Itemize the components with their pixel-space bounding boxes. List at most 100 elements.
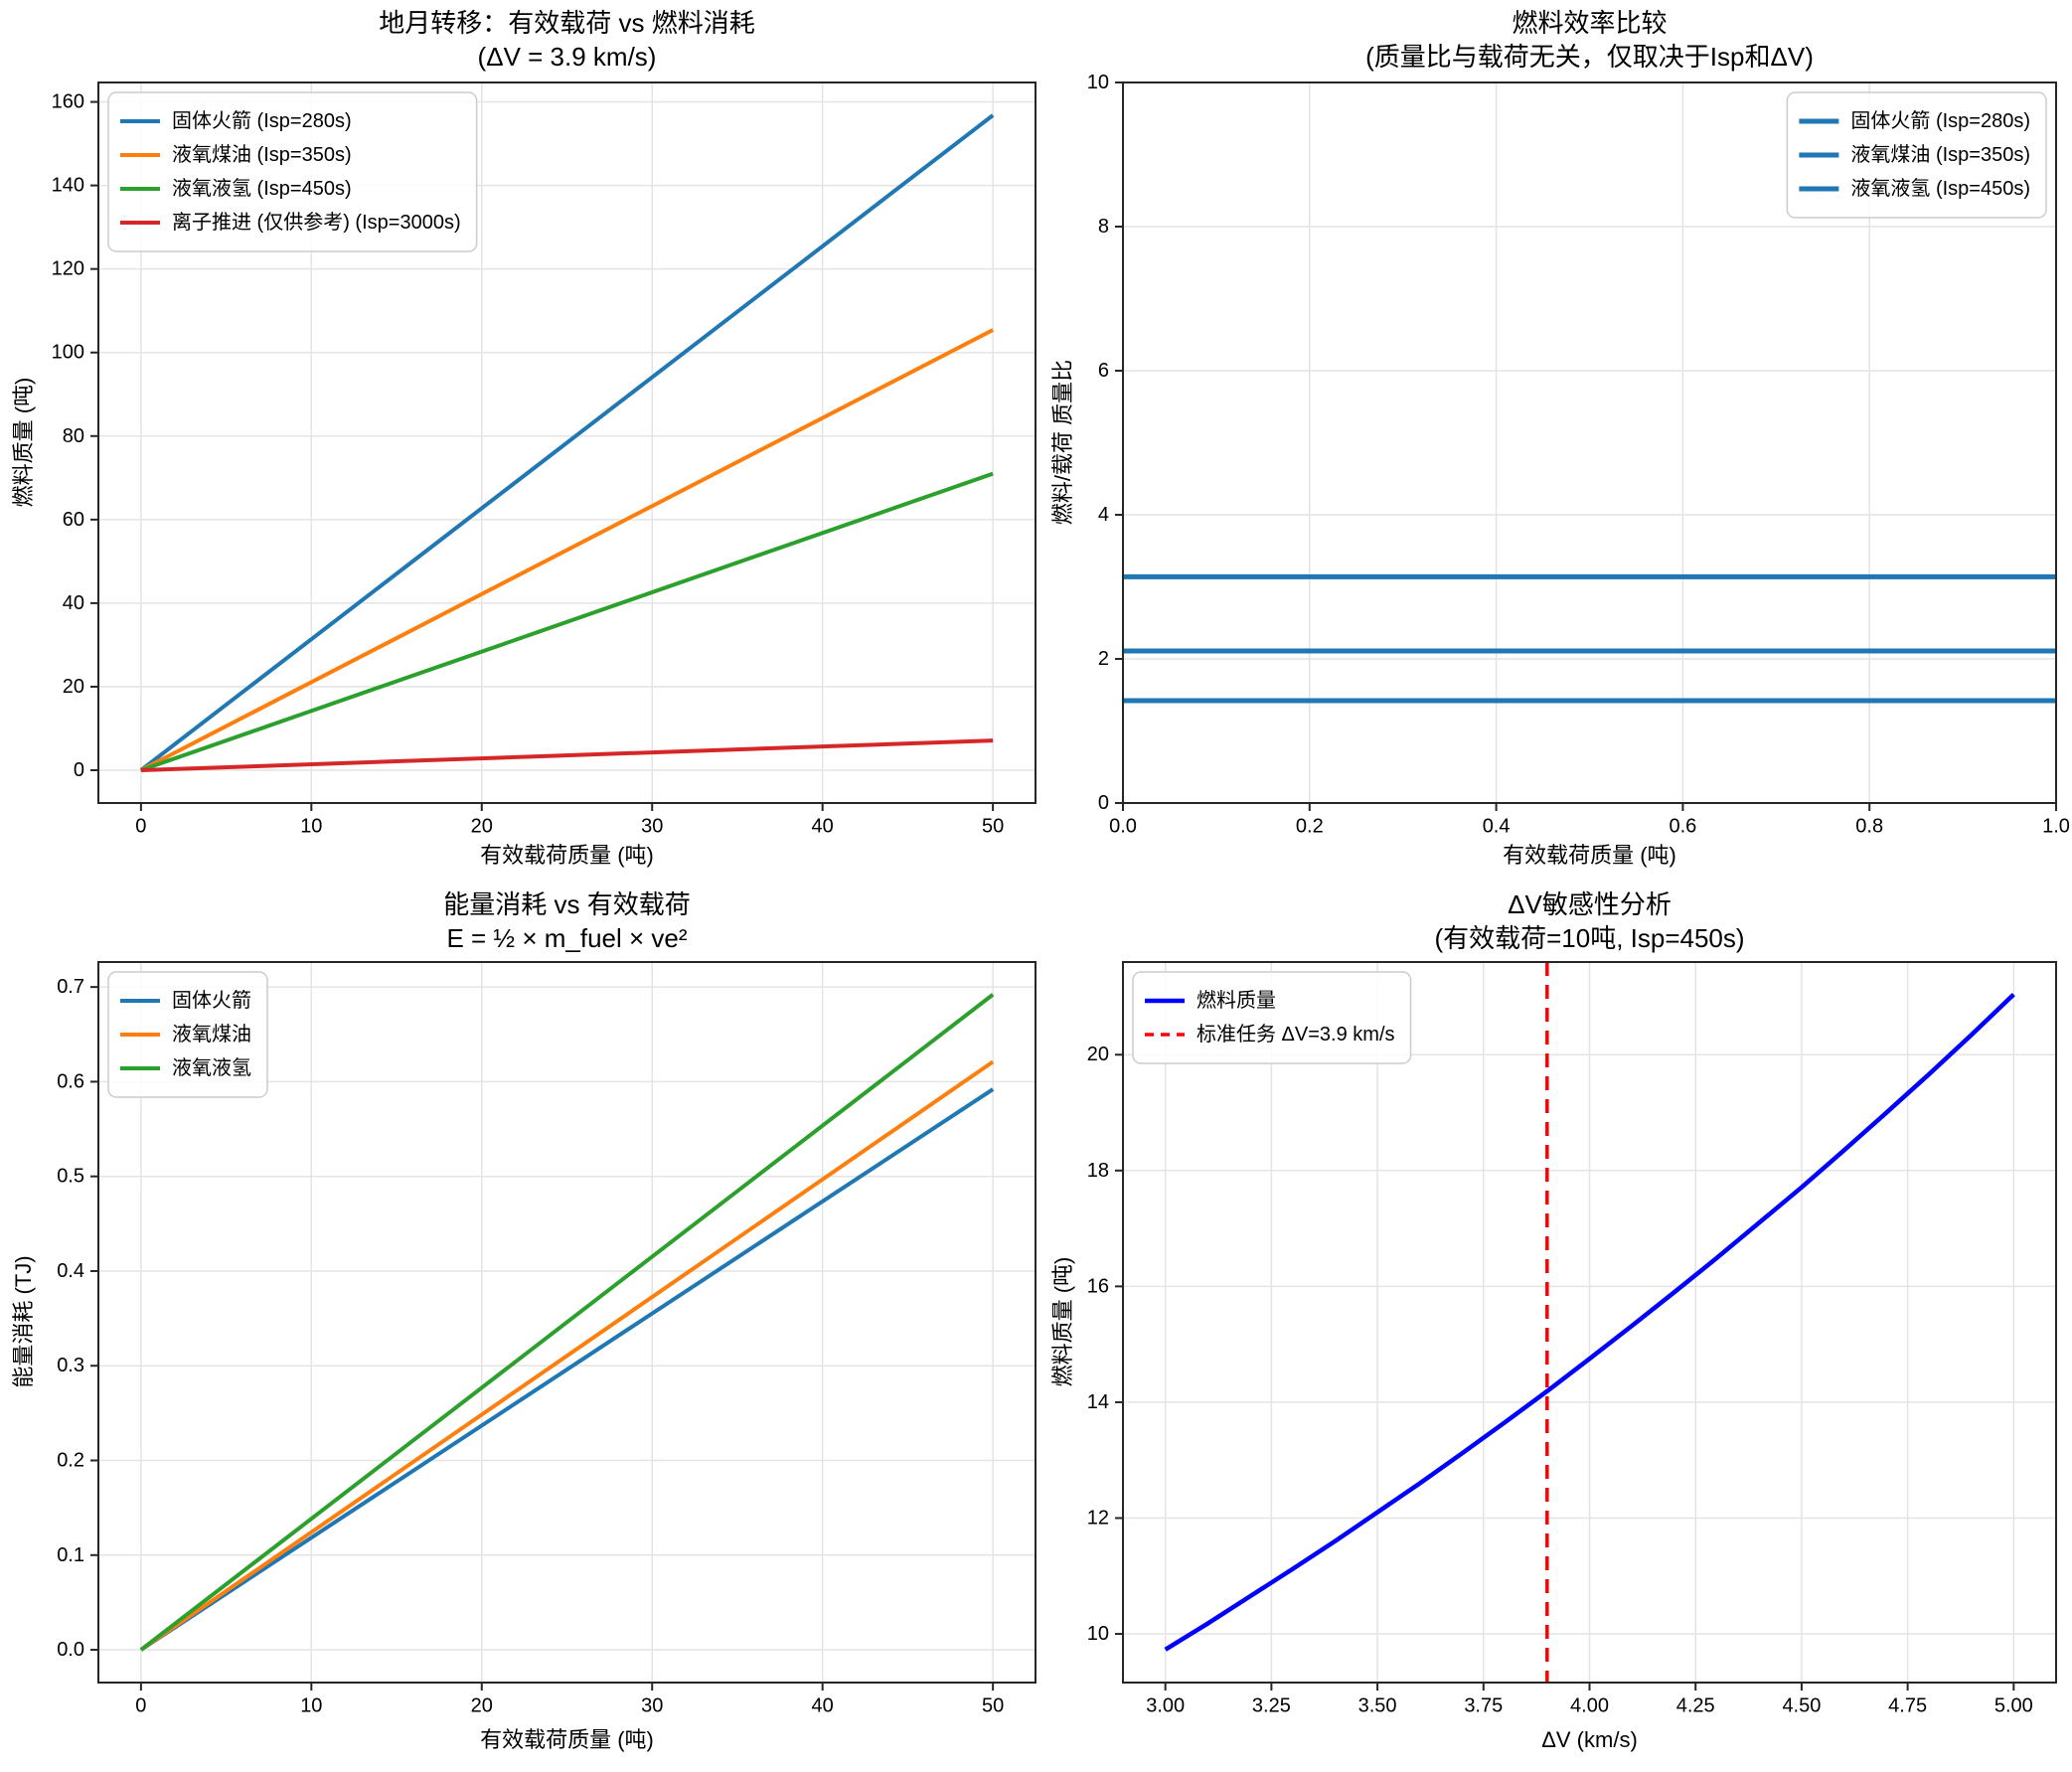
x-tick-label: 4.75 bbox=[1888, 1695, 1927, 1717]
y-tick-label: 20 bbox=[63, 676, 84, 698]
chart3-title: 能量消耗 vs 有效载荷 E = ½ × m_fuel × ve² bbox=[98, 887, 1036, 955]
legend-box bbox=[1786, 91, 2047, 219]
x-tick-label: 30 bbox=[641, 816, 663, 838]
chart-dv-sensitivity: 3.00 3.25 3.50 3.75 4.00 4.25 4.50 4.75 5.00 10 12… bbox=[1087, 961, 2057, 1717]
y-tick-label: 80 bbox=[63, 425, 84, 447]
x-tick-label: 0 bbox=[135, 816, 146, 838]
chart4-title-line2: (有效载荷=10吨, Isp=450s) bbox=[1434, 923, 1745, 953]
x-tick-label: 4.00 bbox=[1570, 1695, 1609, 1717]
y-tick-label: 0 bbox=[74, 759, 84, 781]
legend: 固体火箭 (Isp=280s) 液氧煤油 (Isp=350s) 液氧液氢 (Isp=… bbox=[1786, 91, 2047, 219]
chart4-title-line1: ΔV敏感性分析 bbox=[1508, 889, 1672, 919]
legend-label: 液氧煤油 (Isp=350s) bbox=[172, 143, 352, 166]
y-tick-label: 0.4 bbox=[57, 1260, 84, 1282]
series-line bbox=[139, 1059, 995, 1652]
legend-label: 离子推进 (仅供参考) (Isp=3000s) bbox=[172, 211, 461, 234]
y-tick-label: 16 bbox=[1087, 1275, 1109, 1297]
y-tick-label: 40 bbox=[63, 592, 84, 614]
series-line bbox=[140, 738, 994, 773]
series-line bbox=[139, 993, 995, 1652]
legend-label: 燃料质量 bbox=[1196, 989, 1276, 1012]
y-tick-label: 0.2 bbox=[57, 1449, 84, 1471]
x-tick-label: 10 bbox=[300, 1695, 322, 1717]
y-tick-label: 120 bbox=[52, 258, 84, 280]
plot-border bbox=[97, 81, 1036, 804]
legend-box bbox=[107, 971, 268, 1098]
y-tick-label: 0.1 bbox=[57, 1544, 84, 1566]
x-tick-label: 4.50 bbox=[1782, 1695, 1821, 1717]
x-tick-label: 3.00 bbox=[1146, 1695, 1185, 1717]
x-tick-label: 50 bbox=[982, 1695, 1004, 1717]
y-tick-label: 100 bbox=[52, 342, 84, 364]
y-tick-label: 0.5 bbox=[57, 1166, 84, 1188]
x-tick-label: 40 bbox=[812, 816, 834, 838]
y-tick-label: 160 bbox=[52, 91, 84, 113]
chart3-title-line2: E = ½ × m_fuel × ve² bbox=[446, 923, 688, 953]
y-tick-label: 14 bbox=[1087, 1391, 1109, 1413]
chart4-xlabel: ΔV (km/s) bbox=[1541, 1727, 1638, 1752]
legend-label: 标准任务 ΔV=3.9 km/s bbox=[1196, 1023, 1395, 1046]
chart1-title-line1: 地月转移：有效载荷 vs 燃料消耗 bbox=[379, 8, 755, 38]
x-tick-label: 40 bbox=[812, 1695, 834, 1717]
y-tick-label: 20 bbox=[1087, 1044, 1109, 1065]
x-tick-label: 5.00 bbox=[1994, 1695, 2033, 1717]
legend-label: 固体火箭 (Isp=280s) bbox=[172, 109, 352, 132]
chart-payload-vs-fuel: 0 10 20 30 40 50 0 20 40 60 80 100 120 140 160 固体火箭 (Is… bbox=[52, 81, 1036, 838]
x-tick-label: 10 bbox=[300, 816, 322, 838]
legend-label: 液氧液氢 (Isp=450s) bbox=[1850, 177, 2030, 200]
x-tick-label: 0 bbox=[135, 1695, 146, 1717]
y-tick-label: 4 bbox=[1098, 504, 1109, 526]
y-tick-label: 8 bbox=[1098, 216, 1109, 238]
chart2-title-line2: (质量比与载荷无关，仅取决于Isp和ΔV) bbox=[1365, 42, 1814, 72]
series-line bbox=[139, 1087, 995, 1652]
legend: 固体火箭 (Isp=280s) 液氧煤油 (Isp=350s) 液氧液氢 (Isp=… bbox=[107, 91, 478, 252]
x-tick-label: 0.6 bbox=[1669, 816, 1696, 838]
y-tick-label: 2 bbox=[1098, 648, 1109, 670]
x-tick-label: 4.25 bbox=[1676, 1695, 1715, 1717]
chart-energy-vs-payload: 0 10 20 30 40 50 0.0 0.1 0.2 0.3 0.4 0.5 0.6 0.7 固体火箭液… bbox=[57, 961, 1036, 1717]
plot-border bbox=[1122, 81, 2057, 804]
chart1-ylabel: 燃料质量 (吨) bbox=[11, 377, 36, 508]
y-tick-label: 0.0 bbox=[57, 1639, 84, 1661]
chart1-title: 地月转移：有效载荷 vs 燃料消耗 (ΔV = 3.9 km/s) bbox=[98, 6, 1036, 74]
y-tick-label: 0.3 bbox=[57, 1355, 84, 1376]
chart4-title: ΔV敏感性分析 (有效载荷=10吨, Isp=450s) bbox=[1123, 887, 2056, 955]
x-tick-label: 20 bbox=[471, 1695, 493, 1717]
y-tick-label: 0.7 bbox=[57, 976, 84, 998]
x-tick-label: 3.75 bbox=[1464, 1695, 1503, 1717]
chart3-xlabel: 有效载荷质量 (吨) bbox=[480, 1727, 654, 1752]
legend-label: 固体火箭 bbox=[172, 989, 251, 1012]
x-tick-label: 0.4 bbox=[1483, 816, 1511, 838]
chart-mass-ratio: 0.0 0.2 0.4 0.6 0.8 1.0 0 2 4 6 8 10 固体火箭 (Isp=280s)… bbox=[1087, 72, 2070, 838]
series-line bbox=[1164, 993, 2015, 1652]
chart4-ylabel: 燃料质量 (吨) bbox=[1050, 1256, 1075, 1387]
y-tick-label: 140 bbox=[52, 175, 84, 197]
x-tick-label: 30 bbox=[641, 1695, 663, 1717]
chart1-title-line2: (ΔV = 3.9 km/s) bbox=[477, 42, 657, 72]
x-tick-label: 20 bbox=[471, 816, 493, 838]
chart3-title-line1: 能量消耗 vs 有效载荷 bbox=[443, 889, 691, 919]
legend-label: 液氧液氢 (Isp=450s) bbox=[172, 177, 352, 200]
legend-box bbox=[1132, 971, 1412, 1064]
legend-label: 液氧煤油 bbox=[172, 1023, 251, 1046]
legend-label: 液氧煤油 (Isp=350s) bbox=[1850, 143, 2030, 166]
x-tick-label: 1.0 bbox=[2042, 816, 2070, 838]
x-tick-label: 0.0 bbox=[1109, 816, 1137, 838]
chart1-xlabel: 有效载荷质量 (吨) bbox=[480, 843, 654, 868]
x-tick-label: 0.2 bbox=[1296, 816, 1324, 838]
legend-box bbox=[107, 91, 478, 252]
chart2-title: 燃料效率比较 (质量比与载荷无关，仅取决于Isp和ΔV) bbox=[1123, 6, 2056, 74]
chart2-xlabel: 有效载荷质量 (吨) bbox=[1503, 843, 1676, 868]
y-tick-label: 60 bbox=[63, 509, 84, 531]
legend-label: 固体火箭 (Isp=280s) bbox=[1850, 109, 2030, 132]
y-tick-label: 18 bbox=[1087, 1160, 1109, 1182]
y-tick-label: 12 bbox=[1087, 1507, 1109, 1529]
y-tick-label: 10 bbox=[1087, 1623, 1109, 1645]
y-tick-label: 0.6 bbox=[57, 1070, 84, 1092]
x-tick-label: 3.50 bbox=[1358, 1695, 1397, 1717]
x-tick-label: 0.8 bbox=[1855, 816, 1883, 838]
